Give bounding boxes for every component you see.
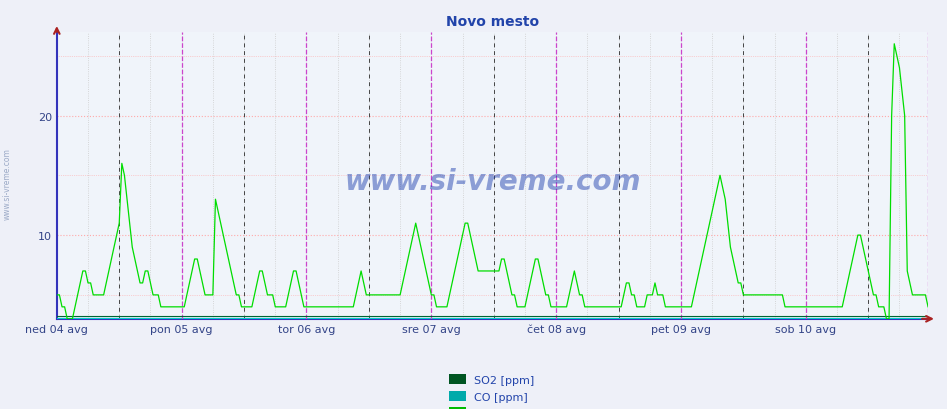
Text: www.si-vreme.com: www.si-vreme.com [344,168,641,196]
Text: www.si-vreme.com: www.si-vreme.com [3,148,12,220]
Legend: SO2 [ppm], CO [ppm], NO2 [ppm]: SO2 [ppm], CO [ppm], NO2 [ppm] [444,370,541,409]
Title: Novo mesto: Novo mesto [446,15,539,29]
